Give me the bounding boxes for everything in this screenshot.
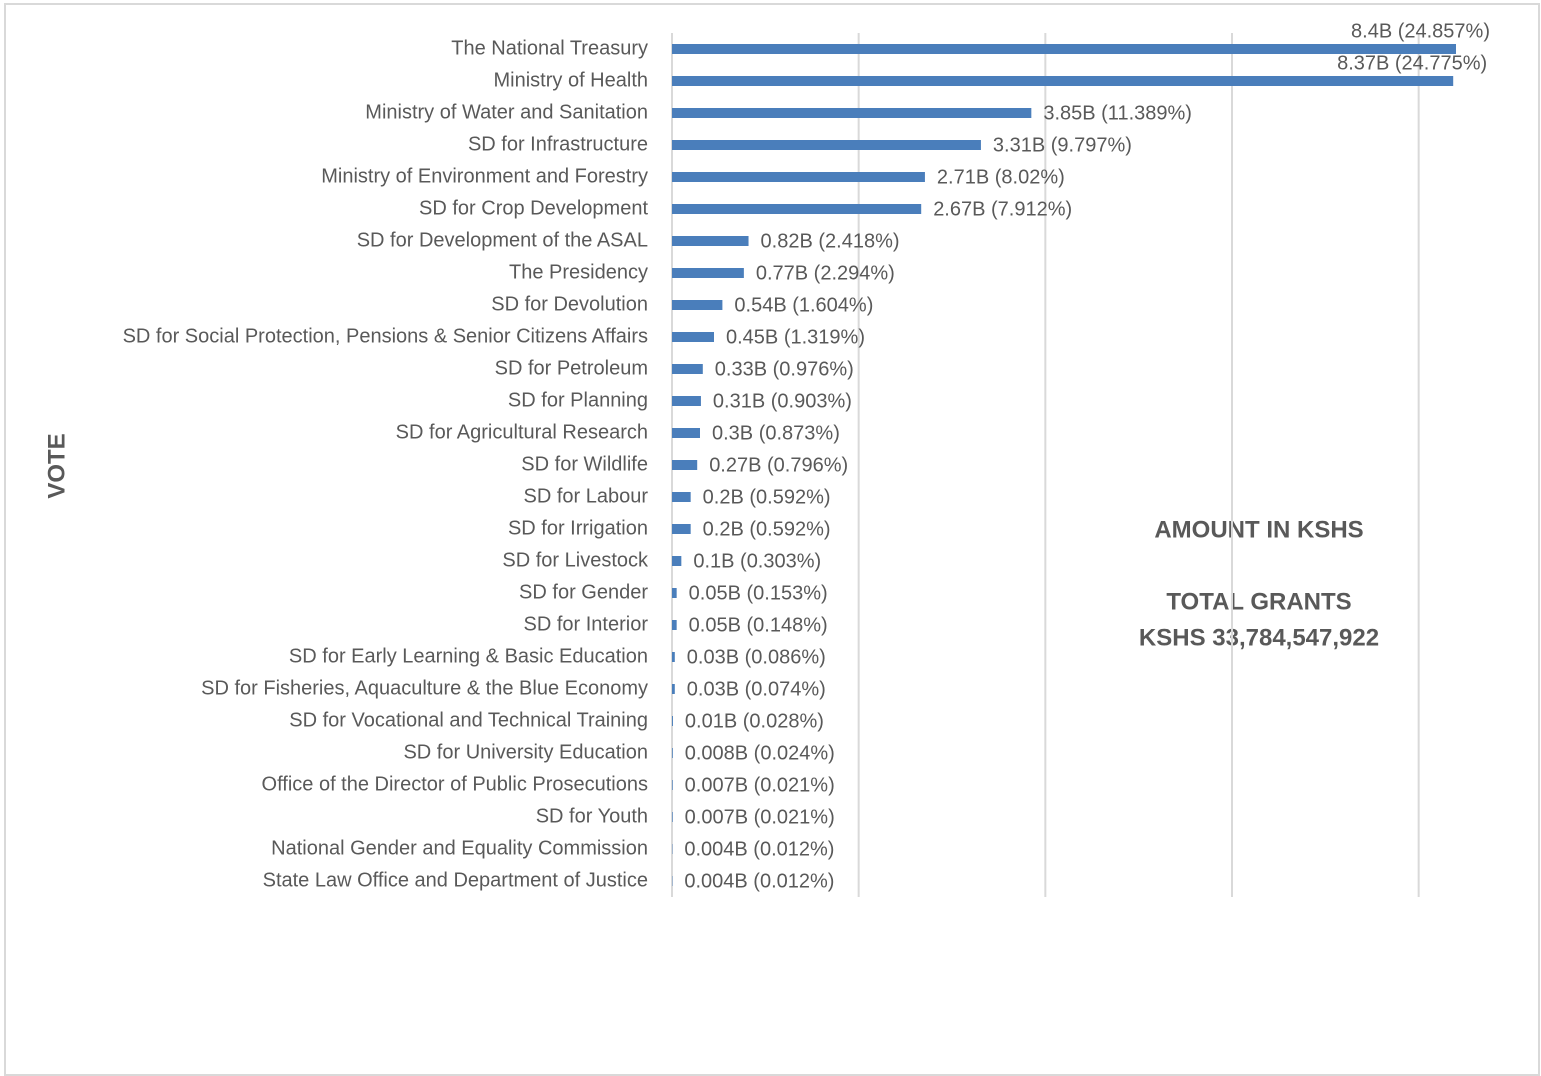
- bar: [672, 588, 677, 598]
- y-tick-label: National Gender and Equality Commission: [271, 837, 648, 859]
- y-tick-label: SD for Youth: [536, 805, 648, 827]
- data-label: 0.77B (2.294%): [756, 262, 895, 284]
- bar: [672, 492, 691, 502]
- bar: [672, 204, 922, 214]
- y-tick-label: SD for Irrigation: [508, 517, 648, 539]
- y-tick-label: Ministry of Environment and Forestry: [321, 165, 648, 187]
- y-tick-label: SD for Wildlife: [521, 453, 648, 475]
- data-label: 0.05B (0.153%): [689, 582, 828, 604]
- y-tick-label: The Presidency: [509, 261, 648, 283]
- bar: [672, 396, 701, 406]
- y-tick-label: SD for University Education: [403, 741, 648, 763]
- bar: [672, 716, 673, 726]
- bar: [672, 268, 744, 278]
- data-label: 0.27B (0.796%): [709, 454, 848, 476]
- data-label: 0.03B (0.086%): [687, 646, 826, 668]
- y-tick-label: SD for Vocational and Technical Training: [289, 709, 648, 731]
- y-tick-label: SD for Devolution: [491, 293, 648, 315]
- y-tick-label: The National Treasury: [451, 37, 648, 59]
- bar: [672, 556, 682, 566]
- bar: [672, 460, 698, 470]
- data-label: 0.33B (0.976%): [715, 358, 854, 380]
- y-tick-label: SD for Infrastructure: [468, 133, 648, 155]
- y-tick-label: State Law Office and Department of Justi…: [263, 869, 648, 891]
- data-label: 3.31B (9.797%): [993, 134, 1132, 156]
- data-label: 0.05B (0.148%): [689, 614, 828, 636]
- bar: [672, 620, 677, 630]
- annotation: AMOUNT IN KSHS: [1154, 516, 1363, 543]
- data-label: 0.2B (0.592%): [703, 518, 831, 540]
- bar: [672, 172, 925, 182]
- y-axis-label: VOTE: [43, 433, 70, 498]
- y-tick-label: Ministry of Water and Sanitation: [365, 101, 648, 123]
- bar: [672, 76, 1454, 86]
- y-tick-label: Office of the Director of Public Prosecu…: [262, 773, 648, 795]
- bar: [672, 812, 673, 822]
- bar: [672, 108, 1032, 118]
- bar: [672, 236, 749, 246]
- data-label: 0.2B (0.592%): [703, 486, 831, 508]
- data-label: 3.85B (11.389%): [1043, 102, 1192, 124]
- annotation: KSHS 33,784,547,922: [1139, 624, 1379, 651]
- data-label: 2.71B (8.02%): [937, 166, 1065, 188]
- y-tick-label: SD for Crop Development: [419, 197, 648, 219]
- annotation: TOTAL GRANTS: [1166, 588, 1351, 615]
- y-tick-label: SD for Social Protection, Pensions & Sen…: [123, 325, 648, 347]
- bar: [672, 364, 703, 374]
- data-label: 0.31B (0.903%): [713, 390, 852, 412]
- bar: [672, 44, 1456, 54]
- chart-border: [4, 3, 1540, 1076]
- y-tick-label: SD for Early Learning & Basic Education: [289, 645, 648, 667]
- data-label: 0.45B (1.319%): [726, 326, 865, 348]
- data-label: 8.4B (24.857%): [1351, 20, 1490, 42]
- y-tick-label: SD for Development of the ASAL: [357, 229, 648, 251]
- bar: [672, 300, 723, 310]
- data-label: 0.54B (1.604%): [734, 294, 873, 316]
- data-label: 0.1B (0.303%): [693, 550, 821, 572]
- data-label: 8.37B (24.775%): [1337, 52, 1487, 74]
- data-label: 0.004B (0.012%): [684, 838, 834, 860]
- data-label: 0.03B (0.074%): [687, 678, 826, 700]
- data-label: 0.007B (0.021%): [685, 774, 835, 796]
- y-tick-label: SD for Interior: [524, 613, 649, 635]
- y-tick-label: Ministry of Health: [494, 69, 649, 91]
- data-label: 0.004B (0.012%): [684, 870, 834, 892]
- bar: [672, 780, 673, 790]
- y-tick-label: SD for Livestock: [502, 549, 649, 571]
- bar: [672, 332, 714, 342]
- bar: [672, 428, 700, 438]
- bar: [672, 524, 691, 534]
- bar: [672, 140, 981, 150]
- y-tick-label: SD for Petroleum: [495, 357, 648, 379]
- bar: [672, 748, 673, 758]
- data-label: 0.3B (0.873%): [712, 422, 840, 444]
- y-tick-label: SD for Labour: [523, 485, 648, 507]
- bar: [672, 684, 675, 694]
- data-label: 2.67B (7.912%): [933, 198, 1072, 220]
- y-tick-label: SD for Agricultural Research: [396, 421, 648, 443]
- data-label: 0.01B (0.028%): [685, 710, 824, 732]
- y-tick-label: SD for Planning: [508, 389, 648, 411]
- data-label: 0.82B (2.418%): [761, 230, 900, 252]
- data-label: 0.008B (0.024%): [685, 742, 835, 764]
- bar: [672, 652, 675, 662]
- y-tick-label: SD for Gender: [519, 581, 648, 603]
- y-tick-label: SD for Fisheries, Aquaculture & the Blue…: [201, 677, 648, 699]
- data-label: 0.007B (0.021%): [685, 806, 835, 828]
